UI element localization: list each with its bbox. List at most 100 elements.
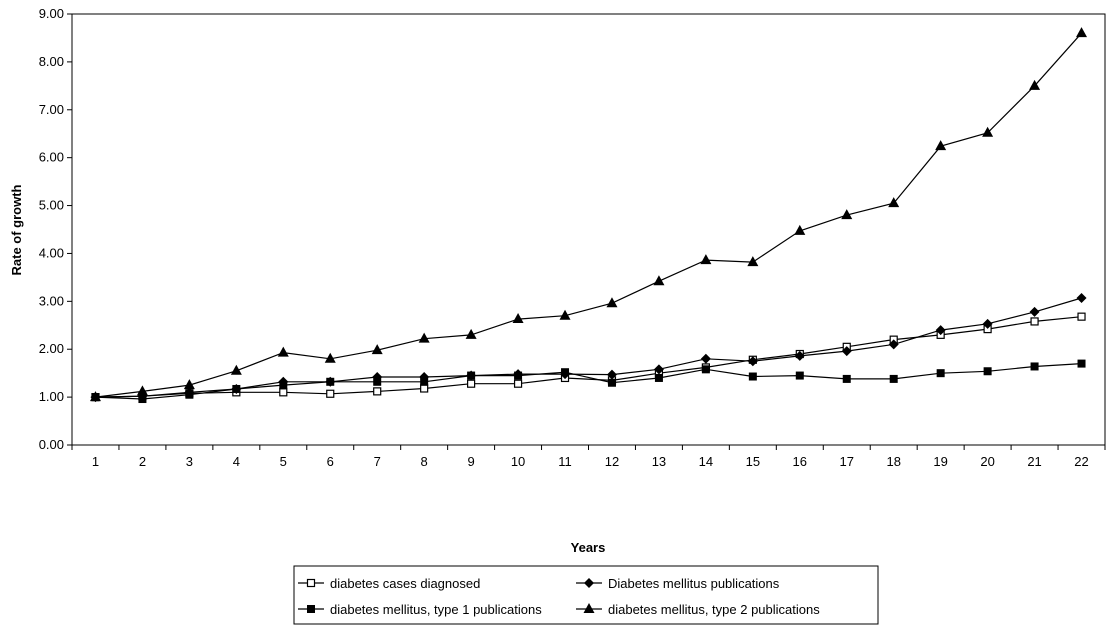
data-point (606, 297, 618, 308)
legend-box (293, 565, 879, 625)
y-tick-label: 4.00 (39, 245, 64, 260)
x-tick-label: 6 (327, 454, 334, 469)
legend-item: diabetes mellitus, type 2 publications (576, 602, 820, 617)
x-tick-label: 22 (1074, 454, 1088, 469)
data-point (1029, 306, 1040, 317)
x-tick-label: 16 (793, 454, 807, 469)
x-tick-label: 7 (374, 454, 381, 469)
data-point (747, 356, 758, 367)
data-point (700, 254, 712, 265)
x-tick-label: 19 (933, 454, 947, 469)
data-point (747, 256, 759, 267)
data-point (795, 371, 804, 380)
x-tick-label: 18 (886, 454, 900, 469)
y-tick-label: 1.00 (39, 389, 64, 404)
data-point (935, 325, 946, 336)
data-point (607, 378, 616, 387)
series-layer (89, 27, 1088, 404)
x-tick-label: 11 (558, 454, 572, 469)
data-point (982, 126, 994, 137)
data-point (653, 364, 664, 375)
data-point (467, 371, 476, 380)
x-tick-label: 15 (746, 454, 760, 469)
x-tick-label: 17 (840, 454, 854, 469)
data-point (1077, 359, 1086, 368)
x-tick-label: 3 (186, 454, 193, 469)
data-point (279, 388, 288, 397)
series-1 (91, 312, 1086, 402)
legend-label: diabetes cases diagnosed (330, 576, 480, 591)
data-point (842, 374, 851, 383)
data-point (89, 391, 101, 402)
series-line (95, 32, 1082, 398)
data-point (561, 368, 570, 377)
data-point (277, 346, 289, 357)
legend-item: Diabetes mellitus publications (576, 576, 780, 591)
data-point (1030, 362, 1039, 371)
data-point (373, 377, 382, 386)
data-point (512, 313, 524, 324)
y-tick-label: 7.00 (39, 102, 64, 117)
data-point (794, 224, 806, 235)
legend-marker (584, 578, 594, 588)
series-line (95, 363, 1082, 400)
data-point (606, 369, 617, 380)
x-tick-label: 20 (980, 454, 994, 469)
data-point (324, 352, 336, 363)
y-tick-label: 6.00 (39, 150, 64, 165)
data-point (232, 384, 241, 393)
data-point (420, 384, 429, 393)
data-point (700, 353, 711, 364)
series-line (95, 316, 1082, 398)
x-tick-label: 12 (605, 454, 619, 469)
data-point (841, 346, 852, 357)
x-tick-label: 1 (92, 454, 99, 469)
x-tick-label: 9 (467, 454, 474, 469)
x-tick-label: 8 (421, 454, 428, 469)
data-point (136, 385, 148, 396)
data-point (467, 379, 476, 388)
data-point (1076, 27, 1088, 38)
data-point (326, 377, 335, 386)
data-point (185, 390, 194, 399)
x-tick-label: 10 (511, 454, 525, 469)
axes: 0.00 1.00 2.00 3.00 4.00 5.00 6.00 7.00 8.00 9.00… (39, 6, 1106, 469)
data-point (1076, 292, 1087, 303)
y-tick-label: 9.00 (39, 6, 64, 21)
data-point (1029, 79, 1041, 90)
data-point (465, 328, 477, 339)
data-point (230, 364, 242, 375)
series-4 (89, 27, 1088, 402)
data-point (279, 381, 288, 390)
data-point (983, 367, 992, 376)
data-point (371, 344, 383, 355)
series-line (95, 297, 1082, 398)
legend-marker (306, 578, 316, 588)
x-tick-label: 14 (699, 454, 713, 469)
y-tick-label: 3.00 (39, 293, 64, 308)
data-point (514, 371, 523, 380)
x-tick-label: 2 (139, 454, 146, 469)
data-point (418, 332, 430, 343)
data-point (936, 369, 945, 378)
data-point (183, 379, 195, 390)
data-point (748, 372, 757, 381)
data-point (794, 350, 805, 361)
legend-label: diabetes mellitus, type 2 publications (608, 602, 820, 617)
legend: diabetes cases diagnosed Diabetes mellitu… (293, 565, 879, 625)
plot-area-frame (71, 13, 1106, 446)
y-tick-label: 8.00 (39, 54, 64, 69)
x-tick-label: 21 (1027, 454, 1041, 469)
data-point (889, 374, 898, 383)
data-point (653, 275, 665, 286)
x-tick-label: 4 (233, 454, 240, 469)
data-point (420, 377, 429, 386)
series-3 (91, 359, 1086, 404)
legend-item: diabetes mellitus, type 1 publications (298, 602, 542, 617)
data-point (654, 373, 663, 382)
data-point (373, 387, 382, 396)
data-point (513, 379, 523, 388)
y-axis-title: Rate of growth (9, 184, 24, 275)
data-point (326, 389, 335, 398)
